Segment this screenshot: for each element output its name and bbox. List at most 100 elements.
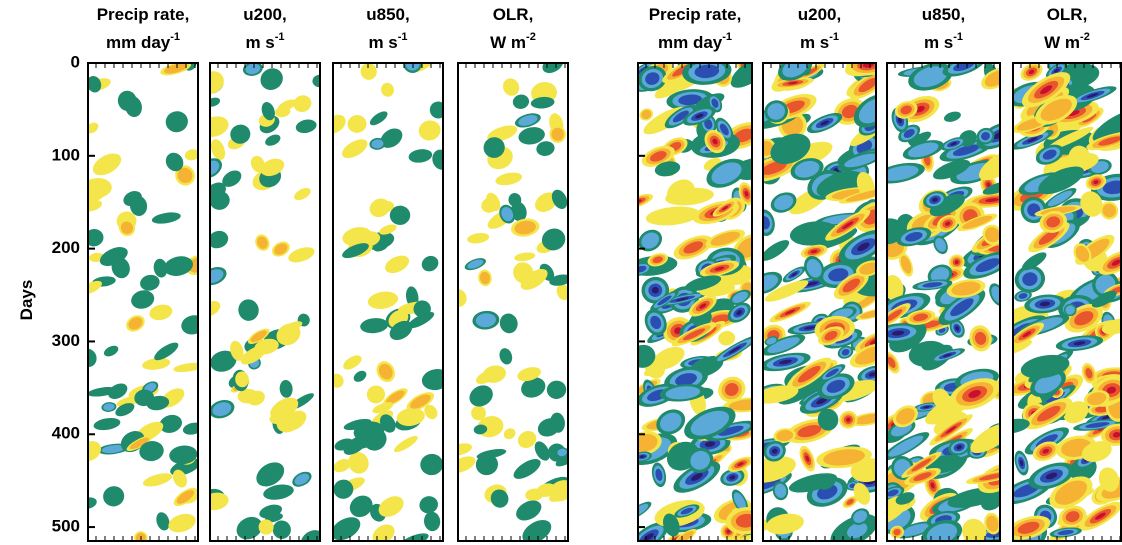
- field: [195, 60, 327, 545]
- field-blob: [173, 361, 204, 373]
- unit-exponent: -1: [170, 31, 180, 43]
- field-blob: [645, 204, 701, 228]
- field-blob: [427, 99, 450, 122]
- figure: Days Precip rate,mm day-1u200,m s-1u850,…: [0, 0, 1122, 545]
- field-blob: [417, 118, 443, 143]
- title-line: OLR,: [493, 5, 534, 24]
- unit: W m: [490, 33, 526, 52]
- field-blob: [466, 232, 489, 245]
- field-blob: [512, 93, 531, 110]
- unit-exponent: -2: [1080, 31, 1090, 43]
- unit-exponent: -1: [398, 31, 408, 43]
- panel-unit: mm day-1: [106, 31, 180, 52]
- field-blob: [321, 111, 349, 138]
- field-blob: [717, 330, 736, 347]
- unit: m s: [368, 33, 397, 52]
- field-blob: [102, 344, 120, 359]
- field-blob: [1100, 201, 1119, 220]
- title-line: u850,: [922, 5, 965, 24]
- panel-title: OLR,: [1047, 5, 1088, 24]
- panel-title: u850,: [366, 5, 409, 24]
- field-blob: [392, 433, 420, 455]
- field-blob: [93, 416, 122, 432]
- field-blob: [148, 303, 174, 323]
- y-tick-label: 500: [52, 517, 80, 536]
- field-blob: [408, 148, 433, 164]
- field-blob: [339, 135, 371, 162]
- field-blob: [195, 67, 228, 98]
- field-blob: [447, 453, 478, 476]
- field-blob: [166, 511, 198, 536]
- unit: W m: [1044, 33, 1080, 52]
- field-blob: [84, 228, 105, 248]
- field-blob: [430, 147, 452, 171]
- field-blob: [510, 455, 543, 483]
- field-blob: [295, 118, 318, 135]
- field-blob: [445, 441, 473, 458]
- field-blob: [80, 177, 113, 200]
- field-blob: [84, 120, 101, 135]
- field-blob: [101, 484, 127, 509]
- field-blob: [466, 381, 497, 411]
- field-blob: [129, 288, 156, 312]
- title-line: u200,: [798, 5, 841, 24]
- field-blob: [382, 252, 412, 277]
- field-blob: [341, 353, 364, 373]
- unit-exponent: -1: [722, 31, 732, 43]
- panel-title: Precip rate,: [649, 5, 742, 24]
- field-blob: [352, 368, 369, 384]
- field-blob: [497, 347, 514, 367]
- field-blob: [417, 494, 440, 516]
- field-blob: [79, 198, 104, 214]
- panel-title: u850,: [922, 5, 965, 24]
- field-blob: [162, 253, 195, 278]
- panel-unit: m s-1: [245, 31, 284, 52]
- field-blob: [359, 317, 388, 335]
- field-blob: [263, 132, 282, 148]
- title-line: Precip rate,: [649, 5, 742, 24]
- field-blob: [297, 526, 327, 545]
- title-line: OLR,: [1047, 5, 1088, 24]
- field-blob: [272, 519, 292, 539]
- field-blob: [419, 253, 441, 274]
- field-blob: [359, 62, 378, 82]
- y-tick-label: 300: [52, 331, 80, 350]
- panel-unit: m s-1: [800, 31, 839, 52]
- unit: m s: [800, 33, 829, 52]
- title-line: Precip rate,: [97, 5, 190, 24]
- panel-title: OLR,: [493, 5, 534, 24]
- unit: m s: [245, 33, 274, 52]
- panel-unit: m s-1: [924, 31, 963, 52]
- field-blob: [182, 421, 204, 437]
- panel-title: Precip rate,: [97, 5, 190, 24]
- unit-exponent: -2: [526, 31, 536, 43]
- field-blob: [419, 453, 444, 476]
- field-blob: [379, 81, 395, 98]
- field-blob: [208, 137, 228, 162]
- field-blob: [279, 379, 294, 398]
- field-blob: [197, 113, 231, 140]
- field-blob: [367, 289, 400, 311]
- field-blob: [237, 298, 261, 323]
- y-tick-label: 0: [71, 52, 80, 71]
- field-blob: [179, 313, 207, 337]
- field-blob: [201, 491, 230, 513]
- y-tick-label: 200: [52, 238, 80, 257]
- field: [321, 51, 452, 545]
- field-blob: [141, 471, 173, 490]
- unit-exponent: -1: [953, 31, 963, 43]
- y-tick-label: 400: [52, 424, 80, 443]
- panel-unit: mm day-1: [658, 31, 732, 52]
- field-blob: [151, 211, 182, 226]
- field-blob: [397, 530, 431, 545]
- unit-exponent: -1: [275, 31, 285, 43]
- panel-title: u200,: [243, 5, 286, 24]
- field-blob: [205, 96, 221, 108]
- unit: mm day: [106, 33, 171, 52]
- field-blob: [292, 185, 313, 202]
- panel-unit: m s-1: [368, 31, 407, 52]
- panel-unit: W m-2: [490, 31, 536, 52]
- title-line: u200,: [243, 5, 286, 24]
- title-line: u850,: [366, 5, 409, 24]
- field-blob: [498, 312, 520, 335]
